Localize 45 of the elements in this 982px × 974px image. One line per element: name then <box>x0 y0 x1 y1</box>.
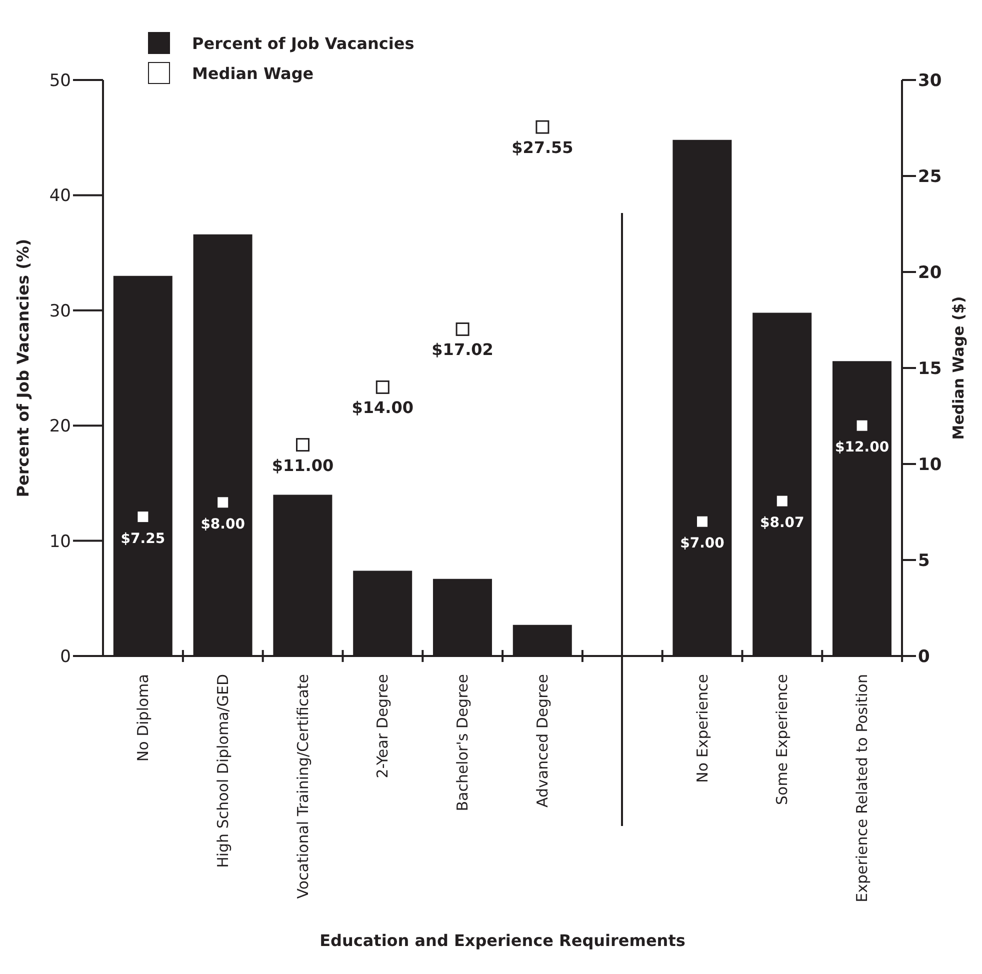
data-label: $12.00 <box>835 440 890 456</box>
x-axis-title: Education and Experience Requirements <box>320 931 686 950</box>
x-tick-label: Experience Related to Position <box>853 674 872 902</box>
data-label: $11.00 <box>272 456 334 475</box>
y2-tick-label: 20 <box>918 263 942 284</box>
x-tick-label: No Diploma <box>134 674 152 762</box>
x-tick-label: Advanced Degree <box>533 674 552 808</box>
x-tick-label: Some Experience <box>773 674 792 805</box>
data-label: $8.07 <box>760 515 804 532</box>
y2-tick-label: 0 <box>918 647 930 668</box>
data-label: $7.00 <box>680 536 725 552</box>
y2-tick-label: 10 <box>918 455 942 476</box>
point <box>376 380 390 394</box>
point <box>136 510 150 524</box>
point <box>775 494 789 508</box>
point <box>855 418 869 432</box>
y2-tick-label: 25 <box>918 167 942 188</box>
y2-axis-title: Median Wage ($) <box>949 296 968 440</box>
point <box>536 120 550 134</box>
data-label: $17.02 <box>432 340 494 360</box>
y-tick-label: 0 <box>60 647 71 668</box>
x-tick-label: Vocational Training/Certificate <box>294 674 312 899</box>
x-tick-label: No Experience <box>693 674 712 783</box>
point <box>296 438 310 452</box>
point <box>216 496 230 510</box>
y-tick-label: 40 <box>49 186 71 206</box>
y2-tick-label: 30 <box>918 71 942 92</box>
point <box>456 322 470 336</box>
y-tick-label: 30 <box>49 301 71 322</box>
x-tick-label: 2-Year Degree <box>374 674 392 778</box>
y-tick-label: 10 <box>49 532 71 552</box>
data-label: $8.00 <box>200 516 246 532</box>
data-label: $14.00 <box>352 398 414 418</box>
legend-label: Median Wage <box>192 64 314 82</box>
y-tick-label: 50 <box>49 71 71 92</box>
point <box>696 514 709 528</box>
legend-label: Percent of Job Vacancies <box>192 34 414 52</box>
x-tick-label: High School Diploma/GED <box>214 674 232 868</box>
data-label: $7.25 <box>120 530 166 547</box>
data-label: $27.55 <box>512 138 574 158</box>
y2-tick-label: 5 <box>918 551 930 572</box>
x-tick-label: Bachelor's Degree <box>454 674 472 812</box>
y2-tick-label: 15 <box>918 359 942 380</box>
y-tick-label: 20 <box>49 416 71 437</box>
y-axis-title: Percent of Job Vacancies (%) <box>14 238 33 498</box>
